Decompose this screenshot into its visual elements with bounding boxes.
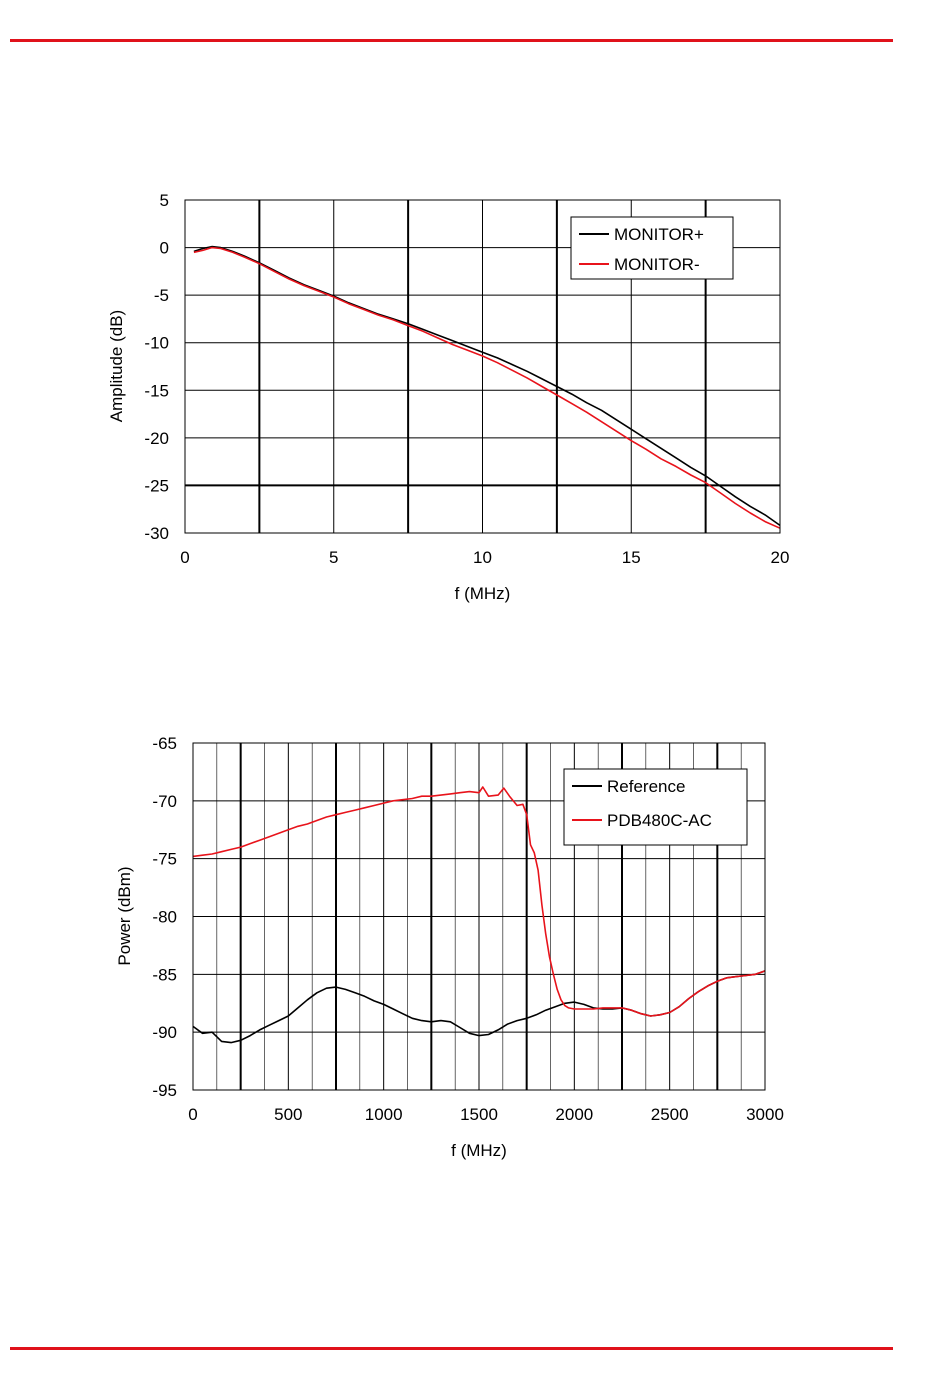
y-tick-label: -25 xyxy=(144,476,169,495)
legend-label: PDB480C-AC xyxy=(607,811,712,830)
x-tick-label: 0 xyxy=(180,548,189,567)
x-axis-label: f (MHz) xyxy=(451,1141,507,1160)
chart-legend: Reference PDB480C-AC xyxy=(563,768,748,846)
x-axis-label: f (MHz) xyxy=(455,584,511,603)
y-tick-label: 0 xyxy=(160,239,169,258)
x-tick-label: 2500 xyxy=(651,1105,689,1124)
legend-box xyxy=(563,768,748,846)
chart-series xyxy=(193,245,781,529)
x-tick-label: 2000 xyxy=(555,1105,593,1124)
y-tick-label: -70 xyxy=(152,792,177,811)
top-rule xyxy=(10,39,893,42)
x-tick-label: 10 xyxy=(473,548,492,567)
y-tick-label: -95 xyxy=(152,1081,177,1100)
y-tick-label: -90 xyxy=(152,1023,177,1042)
x-tick-label: 3000 xyxy=(746,1105,784,1124)
x-tick-label: 20 xyxy=(771,548,790,567)
y-tick-label: -65 xyxy=(152,734,177,753)
y-tick-label: 5 xyxy=(160,191,169,210)
y-tick-label: -20 xyxy=(144,429,169,448)
series-line-monitor- xyxy=(193,246,781,529)
y-tick-label: -5 xyxy=(154,286,169,305)
plot-frame xyxy=(192,742,766,1091)
x-tick-label: 1000 xyxy=(365,1105,403,1124)
x-tick-label: 1500 xyxy=(460,1105,498,1124)
chart-legend: MONITOR+ MONITOR- xyxy=(570,216,734,280)
y-tick-label: -80 xyxy=(152,908,177,927)
bottom-rule xyxy=(10,1347,893,1350)
y-tick-label: -15 xyxy=(144,381,169,400)
y-axis-label: Amplitude (dB) xyxy=(107,310,126,422)
legend-label: Reference xyxy=(607,777,685,796)
legend-box xyxy=(570,216,734,280)
x-tick-label: 15 xyxy=(622,548,641,567)
power-chart: 0 500 1000 1500 2000 2500 3000 -65 -70 -75 -80 -85 -… xyxy=(115,734,784,1160)
legend-label: MONITOR- xyxy=(614,255,700,274)
tick-labels: 0 5 10 15 20 5 0 -5 -10 -15 -20 -25 -30 xyxy=(144,191,789,567)
y-tick-label: -10 xyxy=(144,334,169,353)
x-tick-label: 500 xyxy=(274,1105,302,1124)
x-tick-label: 0 xyxy=(188,1105,197,1124)
series-line-pdb480c-ac xyxy=(192,786,766,1017)
x-tick-label: 5 xyxy=(329,548,338,567)
tick-labels: 0 500 1000 1500 2000 2500 3000 -65 -70 -75 -80 -85 -… xyxy=(152,734,783,1124)
legend-label: MONITOR+ xyxy=(614,225,704,244)
chart-series xyxy=(192,786,766,1044)
y-tick-label: -75 xyxy=(152,850,177,869)
y-tick-label: -85 xyxy=(152,965,177,984)
series-line-monitor- xyxy=(193,245,781,527)
plot-frame xyxy=(184,199,781,534)
y-tick-label: -30 xyxy=(144,524,169,543)
y-axis-label: Power (dBm) xyxy=(115,866,134,965)
